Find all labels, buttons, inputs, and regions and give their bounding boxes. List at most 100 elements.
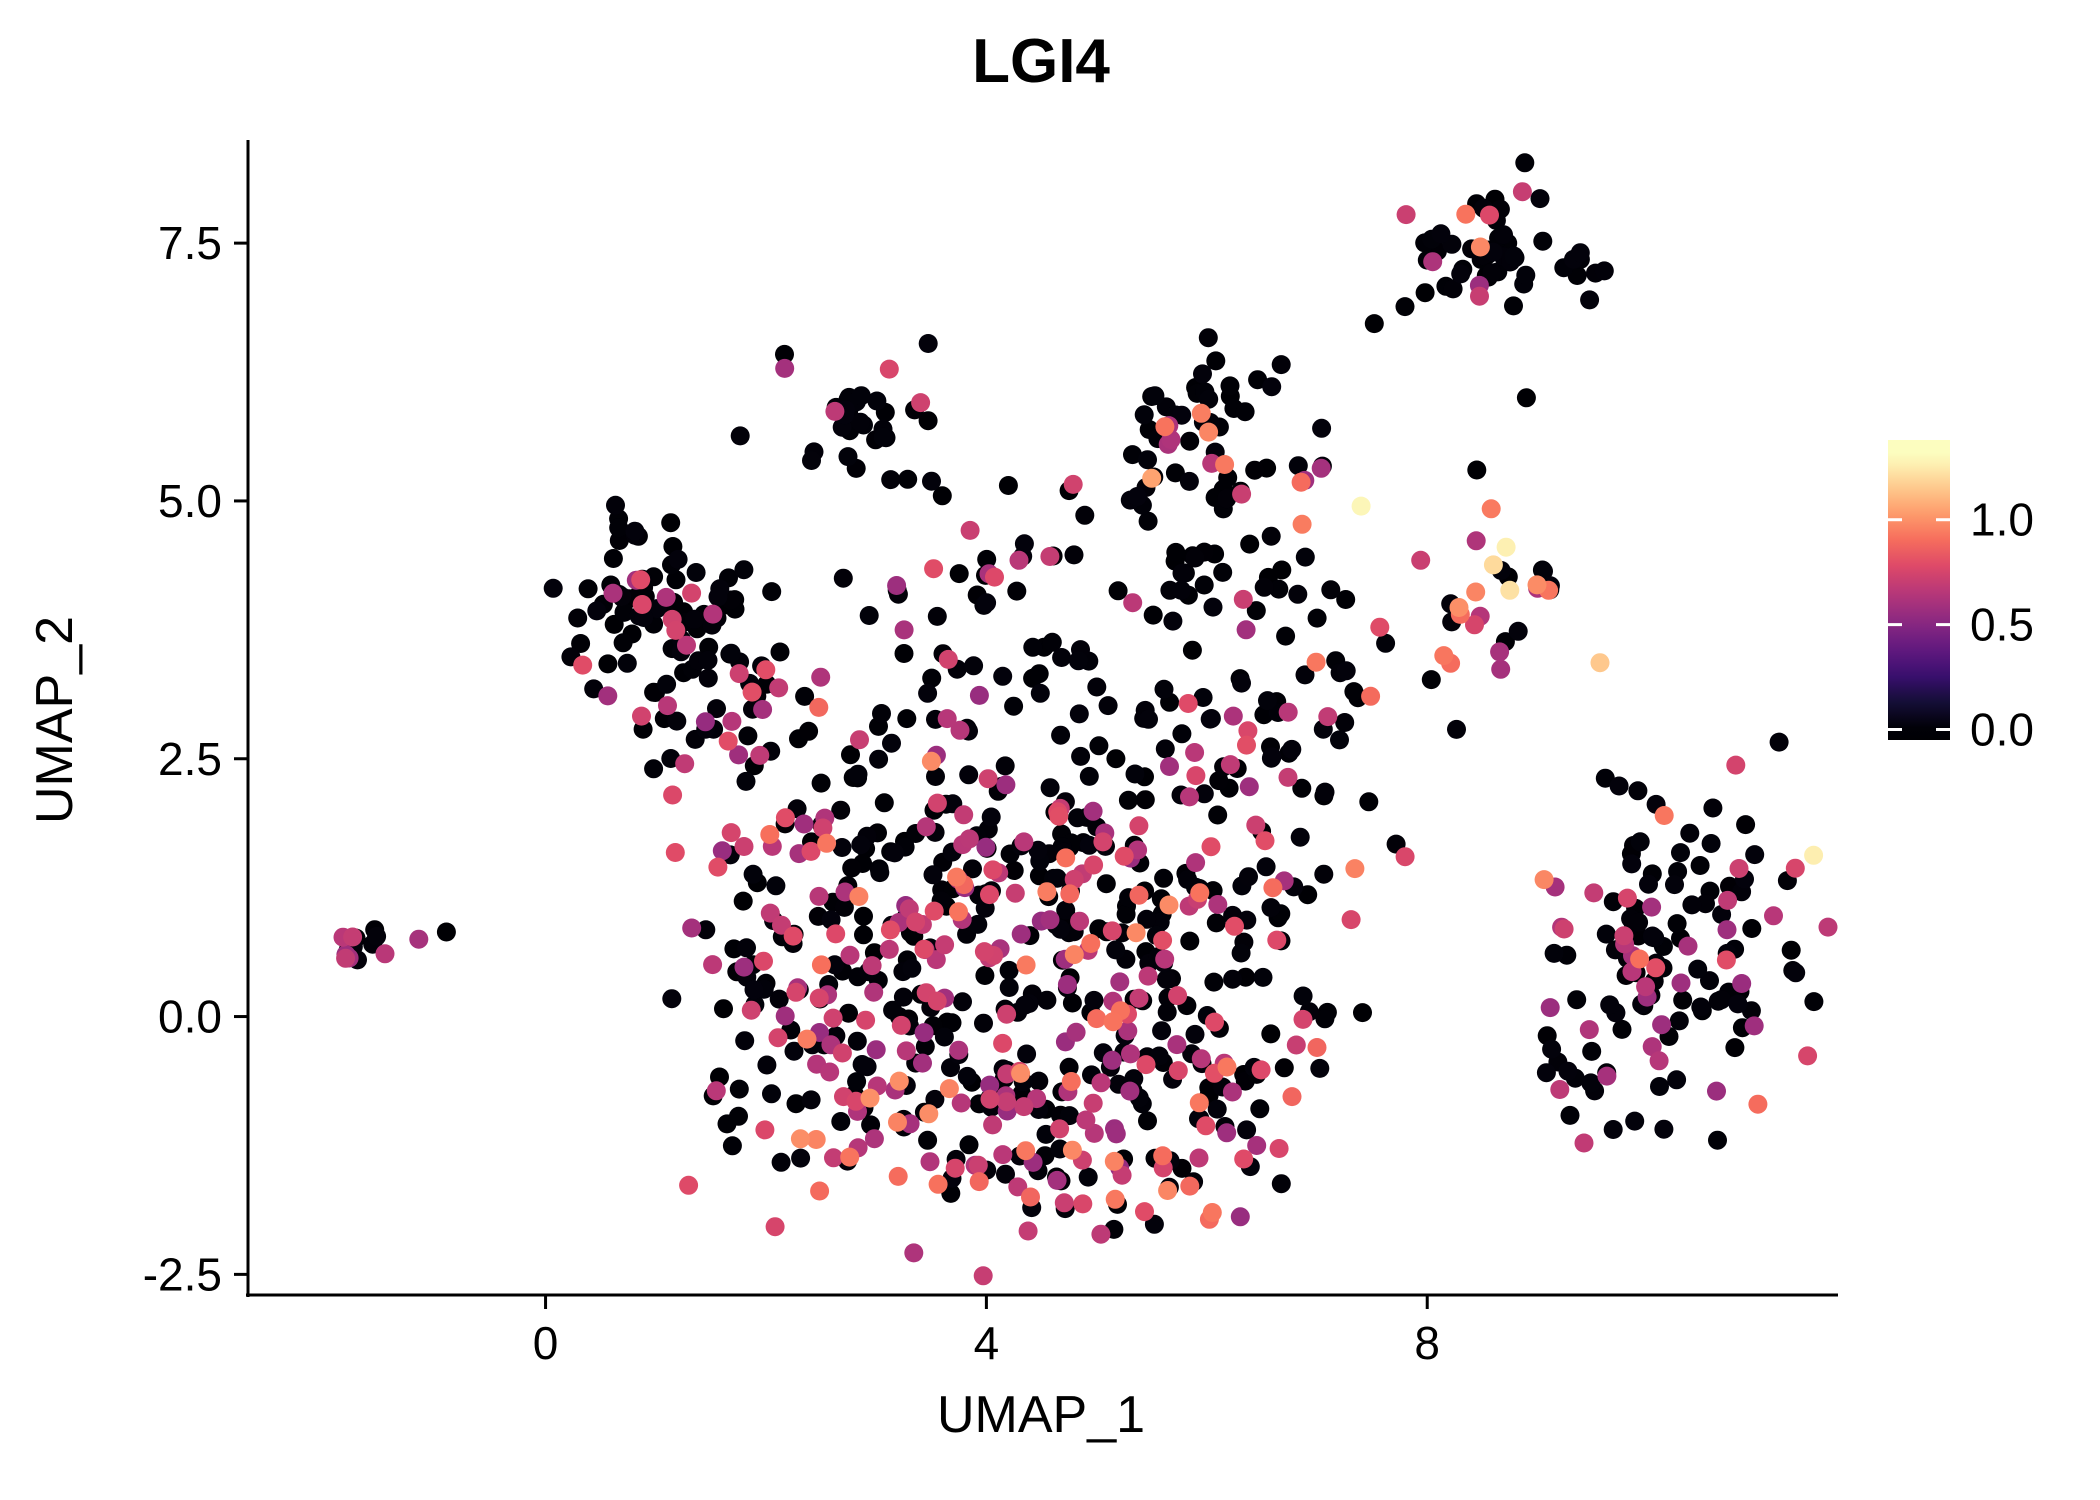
data-point — [609, 518, 629, 538]
data-point — [1106, 1124, 1126, 1144]
data-point — [811, 955, 831, 975]
data-point — [1127, 487, 1147, 506]
data-point — [1232, 673, 1251, 693]
data-point — [1064, 545, 1084, 565]
data-point — [842, 858, 862, 878]
data-point — [1671, 973, 1691, 993]
data-point — [786, 982, 806, 1002]
data-point — [1125, 764, 1145, 784]
data-point — [1052, 648, 1072, 667]
data-point — [1126, 923, 1146, 943]
data-point — [985, 567, 1004, 587]
data-point — [919, 1104, 939, 1124]
data-point — [983, 860, 1003, 880]
data-point — [1682, 895, 1702, 915]
data-point — [1062, 1140, 1082, 1160]
data-point — [1189, 1148, 1209, 1168]
data-point — [1245, 460, 1265, 480]
data-point — [1023, 637, 1043, 657]
data-point — [1286, 1035, 1306, 1055]
data-point — [343, 927, 363, 947]
data-point — [1234, 1149, 1254, 1169]
data-point — [1574, 1133, 1594, 1153]
data-point — [737, 938, 756, 958]
data-point — [714, 999, 733, 1019]
data-point — [668, 549, 688, 569]
data-point — [765, 1217, 785, 1237]
data-point — [811, 773, 831, 793]
data-point — [736, 771, 756, 791]
data-point — [1207, 1099, 1227, 1119]
data-point — [1629, 912, 1649, 932]
data-point — [1204, 972, 1224, 992]
data-point — [983, 1115, 1003, 1135]
data-point — [1104, 1151, 1124, 1171]
data-point — [1199, 1078, 1219, 1098]
data-point — [1262, 377, 1282, 397]
colorbar-legend: 0.0 0.5 1.0 — [1888, 440, 2034, 756]
data-point — [1217, 489, 1237, 509]
data-point — [1290, 827, 1310, 847]
data-point — [1190, 883, 1210, 903]
data-point — [1143, 605, 1163, 625]
data-point — [927, 606, 947, 626]
data-point — [1047, 1170, 1067, 1190]
data-point — [1004, 696, 1024, 716]
data-point — [920, 1152, 940, 1172]
data-point — [849, 887, 869, 906]
data-point — [1061, 1072, 1081, 1091]
data-point — [682, 583, 702, 603]
data-point — [1154, 868, 1174, 888]
data-point — [1307, 1038, 1327, 1057]
data-point — [1037, 990, 1057, 1010]
data-point — [1191, 403, 1211, 423]
data-point — [625, 521, 645, 541]
data-point — [712, 841, 732, 861]
data-point — [1060, 1106, 1079, 1126]
data-point — [1728, 994, 1748, 1014]
data-point — [1609, 776, 1629, 796]
data-point — [1764, 906, 1783, 926]
data-point — [1261, 1024, 1281, 1044]
data-point — [1084, 990, 1104, 1010]
data-point — [1500, 580, 1520, 600]
data-point — [1364, 314, 1384, 334]
data-point — [367, 926, 387, 946]
data-point — [1274, 1058, 1294, 1078]
data-point — [375, 944, 395, 964]
data-point — [1246, 601, 1266, 621]
data-point — [1315, 782, 1335, 802]
data-point — [1595, 768, 1615, 788]
data-point — [722, 1136, 742, 1156]
data-point — [667, 711, 687, 731]
data-point — [1014, 832, 1034, 852]
x-tick-label: 8 — [1414, 1317, 1440, 1369]
data-point — [729, 1079, 749, 1099]
data-point — [698, 650, 718, 670]
data-point — [1202, 1203, 1222, 1222]
data-point — [888, 1166, 908, 1186]
data-point — [1293, 986, 1313, 1006]
data-point — [762, 582, 782, 602]
data-point — [1246, 815, 1266, 835]
data-point — [1040, 547, 1060, 566]
data-point — [1106, 749, 1126, 769]
y-tick-label: 2.5 — [158, 733, 222, 785]
data-point — [893, 987, 913, 1007]
data-point — [1269, 579, 1289, 599]
data-point — [1237, 1120, 1257, 1140]
data-point — [1590, 653, 1610, 673]
data-point — [1089, 736, 1109, 756]
data-point — [885, 843, 905, 863]
data-point — [1536, 1063, 1556, 1083]
data-point — [1079, 766, 1099, 786]
data-point — [722, 711, 742, 731]
data-point — [996, 775, 1016, 795]
data-point — [1530, 189, 1550, 209]
data-point — [775, 808, 795, 828]
data-point — [707, 699, 726, 719]
data-point — [1070, 911, 1090, 931]
data-point — [791, 1148, 811, 1168]
data-point — [924, 901, 944, 921]
